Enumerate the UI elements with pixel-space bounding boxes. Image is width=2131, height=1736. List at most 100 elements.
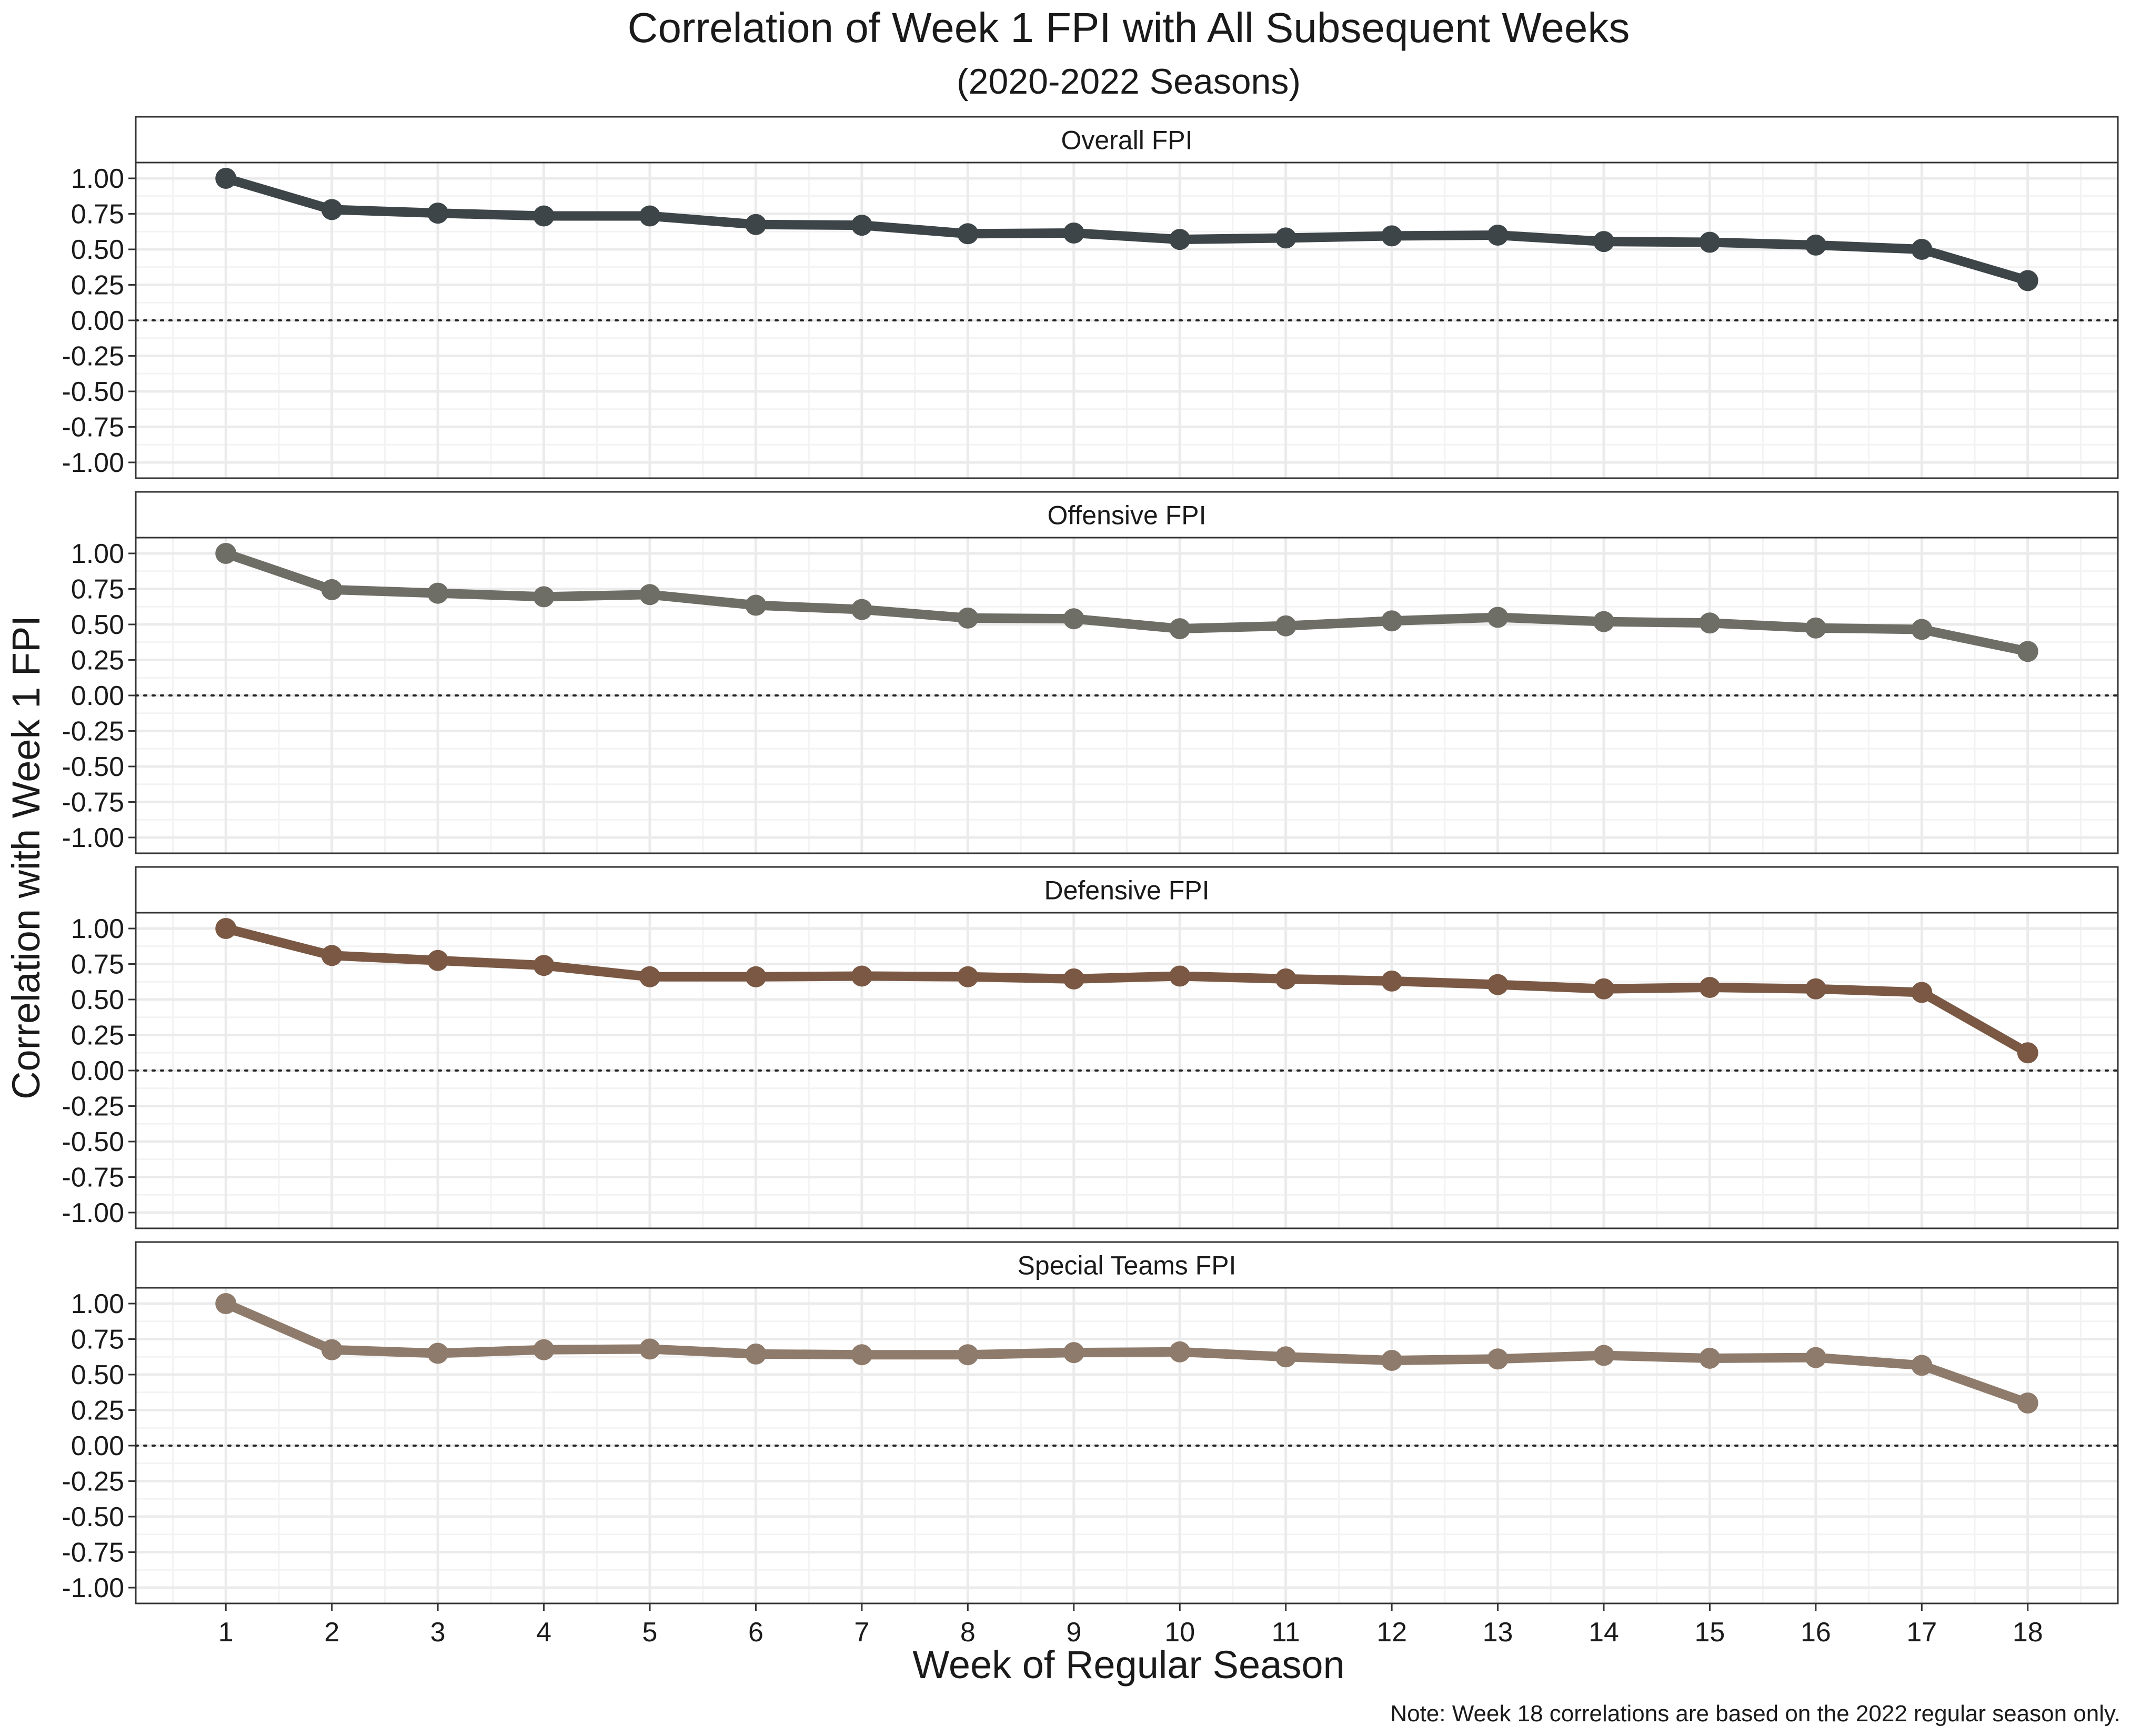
x-tick-label: 9 <box>1066 1617 1081 1648</box>
data-point <box>427 582 449 604</box>
facet-strip-label: Overall FPI <box>1061 126 1192 155</box>
data-point <box>1381 970 1403 992</box>
y-tick-label: -0.75 <box>62 1163 124 1193</box>
data-point <box>1911 1355 1933 1376</box>
data-point <box>851 599 872 620</box>
y-tick-label: -0.25 <box>62 1467 124 1497</box>
data-point <box>533 205 555 227</box>
data-point <box>957 966 979 987</box>
x-tick-label: 10 <box>1164 1617 1195 1648</box>
y-tick-label: -0.25 <box>62 1092 124 1122</box>
facet-strip <box>135 491 2119 539</box>
data-point <box>639 205 661 227</box>
x-tick-label: 3 <box>430 1617 446 1648</box>
data-point <box>957 223 979 245</box>
data-point <box>639 966 661 987</box>
data-point <box>639 584 661 605</box>
data-point <box>1487 1348 1509 1370</box>
panel-border <box>135 1287 2119 1604</box>
data-point <box>745 1343 767 1365</box>
y-tick-label: 1.00 <box>71 164 124 194</box>
data-point <box>1805 234 1826 256</box>
series-line <box>221 174 2033 286</box>
y-tick-label: -0.50 <box>62 1502 124 1532</box>
data-point <box>427 203 449 224</box>
y-tick-label: -1.00 <box>62 823 124 853</box>
data-point <box>1699 1347 1721 1369</box>
x-tick-label: 2 <box>324 1617 339 1648</box>
y-tick-label: -0.50 <box>62 1127 124 1157</box>
data-point <box>533 586 555 608</box>
data-point <box>1381 225 1403 247</box>
x-tick-label: 15 <box>1695 1617 1725 1648</box>
facet-strip-label: Special Teams FPI <box>1018 1251 1237 1280</box>
y-tick-label: -0.25 <box>62 341 124 372</box>
data-point <box>745 594 767 616</box>
data-point <box>957 607 979 629</box>
data-point <box>1381 610 1403 632</box>
x-tick-label: 11 <box>1272 1617 1300 1648</box>
panel-border <box>135 537 2119 854</box>
x-axis: 1 2 3 4 5 6 7 8 9 10 11 12 13 14 15 16 17 18 <box>218 1603 2043 1648</box>
data-point <box>1805 1347 1826 1368</box>
y-tick-label: 1.00 <box>71 1289 124 1319</box>
y-tick-label: -0.75 <box>62 788 124 818</box>
data-point <box>1911 982 1933 1003</box>
data-point <box>1699 977 1721 998</box>
data-point <box>321 945 343 966</box>
panel-1: Overall FPI 1.00 0.75 0.50 0.25 0.00 -0.25 -0.5… <box>62 116 2119 479</box>
data-point <box>1275 968 1296 990</box>
facet-strip <box>135 866 2119 914</box>
x-tick-label: 13 <box>1483 1617 1513 1648</box>
x-tick-label: 12 <box>1376 1617 1407 1648</box>
data-point <box>1593 231 1614 253</box>
data-point <box>1805 617 1826 639</box>
data-point <box>1487 974 1509 995</box>
data-point <box>1593 1345 1614 1366</box>
data-point <box>1169 965 1191 987</box>
data-point <box>1593 611 1614 632</box>
y-tick-label: 0.25 <box>71 1396 124 1426</box>
y-tick-label: 0.75 <box>71 574 124 605</box>
panel-group: Overall FPI 1.00 0.75 0.50 0.25 0.00 -0.25 -0.5… <box>62 116 2119 1604</box>
y-tick-label: -0.75 <box>62 1538 124 1568</box>
data-point <box>321 199 343 220</box>
series-line <box>221 1299 2033 1408</box>
chart-title: Correlation of Week 1 FPI with All Subse… <box>628 4 1630 51</box>
panel-4: Special Teams FPI 1.00 0.75 0.50 0.25 0.00 -0.… <box>62 1241 2119 1604</box>
y-tick-label: 0.50 <box>71 610 124 640</box>
facet-strip <box>135 116 2119 164</box>
y-tick-label: 0.75 <box>71 1325 124 1355</box>
data-point <box>745 966 767 987</box>
y-tick-label: -1.00 <box>62 1573 124 1603</box>
data-point <box>533 955 555 976</box>
data-point <box>1911 239 1933 260</box>
data-point <box>215 1293 237 1314</box>
data-point <box>1063 968 1084 990</box>
panel-border <box>135 162 2119 479</box>
y-tick-label: 0.50 <box>71 985 124 1015</box>
x-tick-label: 7 <box>854 1617 869 1648</box>
x-tick-label: 14 <box>1589 1617 1619 1648</box>
data-point <box>639 1338 661 1360</box>
data-point <box>1487 225 1509 246</box>
data-point <box>215 168 237 189</box>
x-tick-label: 8 <box>960 1617 976 1648</box>
data-point <box>321 579 343 600</box>
data-point <box>215 543 237 564</box>
y-tick-label: 0.25 <box>71 270 124 301</box>
x-tick-label: 16 <box>1801 1617 1831 1648</box>
y-tick-label: 0.25 <box>71 1021 124 1051</box>
y-axis-title: Correlation with Week 1 FPI <box>4 615 48 1099</box>
data-point <box>851 965 872 987</box>
x-tick-label: 18 <box>2013 1617 2043 1648</box>
data-point <box>1487 607 1509 628</box>
y-tick-label: -0.50 <box>62 377 124 407</box>
y-tick-label: 0.00 <box>71 306 124 336</box>
facet-strip <box>135 1241 2119 1289</box>
y-tick-label: 0.75 <box>71 950 124 980</box>
y-tick-label: 0.00 <box>71 1056 124 1086</box>
y-tick-label: 0.00 <box>71 1431 124 1461</box>
x-tick-label: 5 <box>642 1617 658 1648</box>
data-point <box>1805 978 1826 1000</box>
